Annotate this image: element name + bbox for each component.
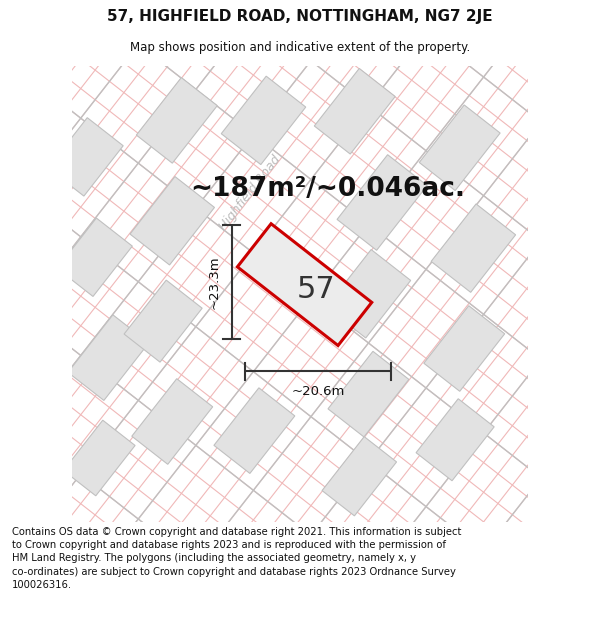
Text: ~187m²/~0.046ac.: ~187m²/~0.046ac. — [190, 176, 465, 202]
Text: ~23.3m: ~23.3m — [207, 256, 220, 309]
Text: 57, HIGHFIELD ROAD, NOTTINGHAM, NG7 2JE: 57, HIGHFIELD ROAD, NOTTINGHAM, NG7 2JE — [107, 9, 493, 24]
Polygon shape — [416, 399, 494, 481]
Polygon shape — [424, 306, 505, 391]
Polygon shape — [328, 351, 409, 437]
Text: ~20.6m: ~20.6m — [292, 386, 345, 398]
Polygon shape — [326, 249, 410, 338]
Text: Contains OS data © Crown copyright and database right 2021. This information is : Contains OS data © Crown copyright and d… — [12, 527, 461, 590]
Polygon shape — [68, 315, 149, 401]
Polygon shape — [48, 118, 123, 196]
Text: 57: 57 — [296, 275, 335, 304]
Polygon shape — [419, 105, 500, 191]
Polygon shape — [238, 224, 372, 346]
Text: Map shows position and indicative extent of the property.: Map shows position and indicative extent… — [130, 41, 470, 54]
Polygon shape — [136, 78, 217, 163]
Polygon shape — [337, 155, 427, 250]
Polygon shape — [57, 218, 133, 296]
Polygon shape — [322, 437, 397, 516]
Polygon shape — [314, 69, 395, 154]
Polygon shape — [221, 76, 306, 164]
Polygon shape — [431, 204, 515, 292]
Polygon shape — [214, 388, 295, 473]
Polygon shape — [130, 176, 214, 265]
Polygon shape — [132, 379, 212, 464]
Polygon shape — [64, 420, 135, 496]
Polygon shape — [124, 280, 202, 362]
Text: Highfield Road: Highfield Road — [217, 153, 283, 233]
